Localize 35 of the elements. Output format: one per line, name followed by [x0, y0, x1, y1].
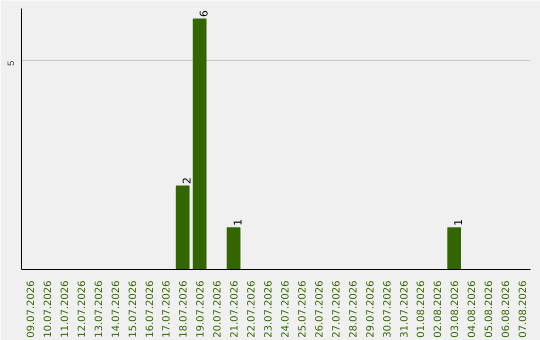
x-tick-label: 21.07.2026 [230, 280, 241, 338]
x-tick-label: 06.08.2026 [501, 280, 512, 338]
x-tick-label: 19.07.2026 [196, 280, 207, 338]
x-tick-label: 14.07.2026 [110, 280, 122, 338]
x-tick-label: 23.07.2026 [264, 280, 275, 338]
x-tick-label: 10.07.2026 [42, 280, 54, 338]
data-label: 1 [452, 218, 466, 226]
x-tick-label: 11.07.2026 [60, 280, 71, 338]
x-tick-label: 20.07.2026 [212, 280, 224, 338]
x-tick-label: 13.07.2026 [94, 280, 105, 338]
x-tick-label: 01.08.2026 [416, 280, 428, 338]
x-tick-label: 30.07.2026 [382, 280, 394, 338]
data-label: 6 [198, 10, 211, 17]
x-tick-label: 09.07.2026 [26, 280, 37, 338]
x-tick-label: 26.07.2026 [314, 280, 326, 338]
y-tick-label: 5 [6, 60, 16, 66]
x-tick-label: 27.07.2026 [331, 280, 342, 338]
x-tick-label: 18.07.2026 [178, 280, 190, 338]
x-tick-label: 05.08.2026 [484, 280, 496, 338]
data-label: 2 [180, 177, 194, 184]
x-tick-label: 22.07.2026 [246, 280, 258, 338]
x-tick-label: 17.07.2026 [162, 280, 173, 338]
x-tick-label: 03.08.2026 [450, 280, 462, 338]
x-tick-label: 29.07.2026 [365, 280, 376, 338]
x-tick-label: 16.07.2026 [144, 280, 156, 338]
x-tick-label: 28.07.2026 [348, 280, 360, 338]
x-tick-label: 07.08.2026 [518, 280, 530, 338]
x-tick-label: 15.07.2026 [128, 280, 139, 338]
x-tick-label: 02.08.2026 [433, 280, 444, 338]
x-tick-label: 31.07.2026 [399, 280, 410, 338]
x-tick-label: 12.07.2026 [76, 280, 88, 338]
x-tick-label: 25.07.2026 [297, 280, 308, 338]
data-label: 1 [232, 218, 245, 226]
x-tick-label: 04.08.2026 [467, 280, 478, 338]
x-tick-label: 24.07.2026 [280, 280, 292, 338]
